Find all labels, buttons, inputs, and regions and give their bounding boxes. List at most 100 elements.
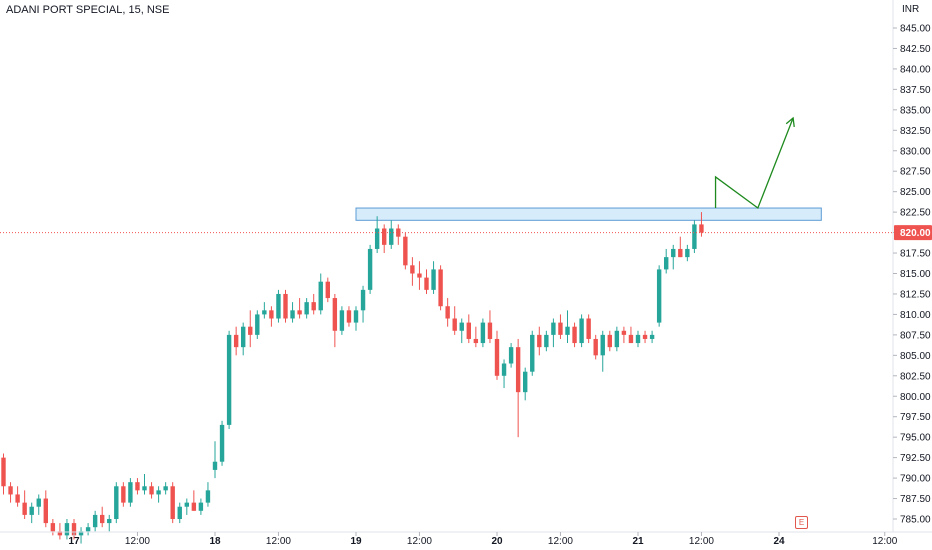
candle-body [135, 482, 140, 491]
candle-body [410, 265, 415, 274]
candle [332, 293, 338, 348]
price-axis[interactable]: 785.00 787.50 790.00 792.50 795.00 797.50 800.… [892, 0, 932, 532]
projection-arrow-line [714, 117, 794, 210]
candle-body [92, 514, 98, 528]
time-tick-label: 12:00 [125, 536, 150, 547]
candles-layer [1, 212, 704, 544]
candle-body [664, 257, 669, 270]
candle-body [64, 523, 70, 536]
candle-body [403, 236, 408, 266]
candle-body [128, 482, 133, 503]
candle [445, 298, 450, 327]
candle-body [346, 310, 352, 323]
candle [382, 224, 387, 254]
candle [8, 482, 13, 503]
candle [699, 212, 704, 237]
price-tick-label: 805.00 [900, 351, 931, 362]
candle-body [339, 310, 345, 331]
candle [325, 277, 330, 303]
candle-body [276, 293, 281, 319]
earnings-event-badge[interactable]: E [795, 516, 808, 529]
candle-body [431, 269, 436, 290]
candle [515, 338, 521, 438]
time-axis[interactable]: 17 12:00 18 12:00 19 12:00 20 12:00 21 12:00 24 12:… [0, 531, 932, 547]
candle [276, 289, 281, 323]
candle [459, 318, 464, 344]
candle-body [699, 224, 704, 233]
time-tick-label: 12:00 [266, 536, 291, 547]
candle [85, 523, 91, 536]
candle-body [325, 281, 330, 299]
candle [438, 265, 443, 311]
price-tick-label: 817.50 [900, 249, 931, 260]
candle-body [318, 281, 323, 311]
candle-body [374, 228, 380, 249]
price-tick-label: 797.50 [900, 412, 931, 423]
candle [311, 293, 316, 315]
candle-body [15, 494, 20, 503]
candle [241, 322, 246, 356]
candle [607, 330, 612, 352]
candle [452, 306, 457, 335]
candle-body [269, 310, 274, 319]
candle-body [283, 293, 288, 319]
candle-body [29, 506, 34, 515]
candle-body [121, 486, 126, 503]
candle [233, 326, 239, 356]
candle [78, 527, 84, 544]
price-tick-label: 802.50 [900, 371, 931, 382]
candle [389, 220, 394, 249]
candle [410, 257, 415, 286]
candle [508, 343, 514, 368]
candle-body [642, 334, 648, 339]
candle-body [226, 334, 232, 425]
candle [114, 482, 119, 524]
candle [135, 478, 140, 495]
price-tick-label: 810.00 [900, 310, 931, 321]
candle [100, 506, 105, 528]
candle-body [494, 338, 500, 376]
candle-body [501, 363, 507, 376]
candle [205, 482, 211, 507]
candle-body [78, 531, 84, 536]
candle [128, 478, 133, 507]
price-tick-label: 807.50 [900, 330, 931, 341]
candle [614, 326, 620, 352]
candle-body [100, 514, 105, 524]
candle-body [452, 318, 457, 331]
candle-body [8, 486, 13, 495]
candle-body [367, 248, 373, 290]
candle [530, 330, 535, 376]
candle [403, 232, 408, 270]
candle-body [515, 347, 521, 393]
candle-body [586, 318, 591, 339]
time-tick-label: 12:00 [872, 536, 897, 547]
candle [142, 473, 147, 495]
candle-body [22, 502, 27, 515]
candle [494, 330, 500, 380]
candle-body [191, 502, 197, 511]
time-tick-label: 18 [209, 536, 221, 547]
candle-body [156, 490, 161, 495]
candle [92, 510, 98, 532]
candle-body [353, 310, 359, 323]
candle-body [621, 330, 627, 335]
candle-body [459, 322, 464, 331]
candle-body [43, 498, 48, 524]
candle-body [114, 486, 119, 519]
candle-body [233, 334, 239, 348]
candle-body [579, 318, 584, 344]
candle [156, 486, 161, 503]
candle [50, 519, 56, 536]
candle [15, 486, 20, 507]
candle [600, 330, 605, 372]
candle-body [558, 322, 563, 335]
candle [558, 314, 563, 339]
price-tick-label: 787.50 [900, 494, 931, 505]
candle [36, 494, 41, 515]
projection-arrow-head [785, 116, 795, 128]
candle [579, 314, 584, 348]
candle [255, 310, 260, 339]
price-tick-label: 840.00 [900, 64, 931, 75]
